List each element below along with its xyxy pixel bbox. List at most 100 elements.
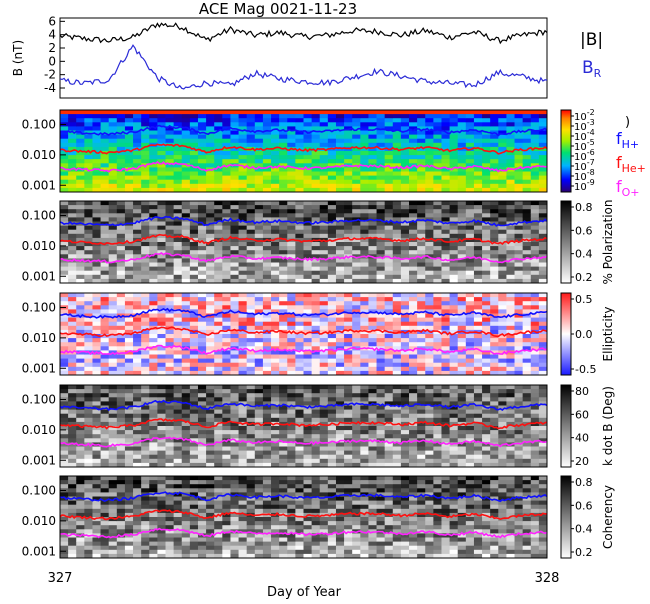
heatmap-cell xyxy=(76,410,85,415)
heatmap-cell xyxy=(117,118,126,123)
heatmap-cell xyxy=(328,363,337,368)
heatmap-cell xyxy=(425,230,434,235)
heatmap-cell xyxy=(506,263,515,268)
heatmap-cell xyxy=(255,297,264,302)
heatmap-cell xyxy=(531,406,540,411)
heatmap-cell xyxy=(417,451,426,456)
heatmap-cell xyxy=(304,159,313,164)
heatmap-cell xyxy=(133,159,142,164)
heatmap-cell xyxy=(101,267,110,272)
heatmap-cell xyxy=(523,355,532,360)
heatmap-cell xyxy=(539,205,548,210)
heatmap-cell xyxy=(304,226,313,231)
heatmap-cell xyxy=(385,230,394,235)
heatmap-cell xyxy=(149,263,158,268)
heatmap-cell xyxy=(117,217,126,222)
heatmap-cell xyxy=(401,139,410,144)
heatmap-cell xyxy=(466,242,475,247)
heatmap-cell xyxy=(287,363,296,368)
heatmap-cell xyxy=(271,359,280,364)
heatmap-cell xyxy=(263,209,272,214)
heatmap-cell xyxy=(60,546,69,551)
heatmap-cell xyxy=(92,275,101,280)
heatmap-cell xyxy=(441,393,450,398)
heatmap-cell xyxy=(523,293,532,298)
heatmap-cell xyxy=(214,242,223,247)
heatmap-cell xyxy=(368,230,377,235)
heatmap-cell xyxy=(368,442,377,447)
heatmap-cell xyxy=(312,172,321,177)
heatmap-cell xyxy=(312,434,321,439)
heatmap-cell xyxy=(182,318,191,323)
heatmap-cell xyxy=(490,226,499,231)
heatmap-cell xyxy=(417,222,426,227)
heatmap-cell xyxy=(149,455,158,460)
heatmap-cell xyxy=(198,110,207,115)
heatmap-cell xyxy=(474,326,483,331)
heatmap-cell xyxy=(360,393,369,398)
heatmap-cell xyxy=(60,110,69,115)
heatmap-cell xyxy=(458,213,467,218)
heatmap-cell xyxy=(125,410,134,415)
heatmap-cell xyxy=(515,205,524,210)
heatmap-cell xyxy=(360,451,369,456)
heatmap-cell xyxy=(182,122,191,127)
heatmap-cell xyxy=(141,447,150,452)
heatmap-cell xyxy=(141,155,150,160)
heatmap-cell xyxy=(433,301,442,306)
heatmap-cell xyxy=(157,367,166,372)
heatmap-cell xyxy=(498,434,507,439)
heatmap-cell xyxy=(474,110,483,115)
heatmap-cell xyxy=(166,393,175,398)
heatmap-cell xyxy=(360,275,369,280)
heatmap-cell xyxy=(133,359,142,364)
heatmap-cell xyxy=(263,301,272,306)
heatmap-cell xyxy=(133,226,142,231)
heatmap-cell xyxy=(101,250,110,255)
heatmap-cell xyxy=(247,213,256,218)
heatmap-cell xyxy=(230,275,239,280)
heatmap-cell xyxy=(133,267,142,272)
heatmap-cell xyxy=(523,459,532,464)
heatmap-cell xyxy=(312,118,321,123)
heatmap-cell xyxy=(352,263,361,268)
heatmap-cell xyxy=(490,205,499,210)
heatmap-cell xyxy=(68,143,77,148)
heatmap-cell xyxy=(523,322,532,327)
y-tick-label: 6 xyxy=(48,14,56,28)
heatmap-cell xyxy=(222,338,231,343)
heatmap-cell xyxy=(125,226,134,231)
heatmap-cell xyxy=(336,167,345,172)
heatmap-cell xyxy=(401,110,410,115)
heatmap-cell xyxy=(433,434,442,439)
heatmap-cell xyxy=(182,201,191,206)
heatmap-cell xyxy=(498,217,507,222)
heatmap-cell xyxy=(84,451,93,456)
heatmap-cell xyxy=(222,393,231,398)
heatmap-cell xyxy=(247,176,256,181)
heatmap-cell xyxy=(190,205,199,210)
heatmap-cell xyxy=(101,176,110,181)
heatmap-cell xyxy=(352,367,361,372)
heatmap-cell xyxy=(393,459,402,464)
heatmap-cell xyxy=(377,430,386,435)
heatmap-cell xyxy=(320,367,329,372)
heatmap-cell xyxy=(385,447,394,452)
heatmap-cell xyxy=(352,350,361,355)
heatmap-cell xyxy=(222,222,231,227)
heatmap-cell xyxy=(466,114,475,119)
heatmap-cell xyxy=(498,122,507,127)
heatmap-cell xyxy=(206,159,215,164)
heatmap-cell xyxy=(312,410,321,415)
heatmap-cell xyxy=(84,293,93,298)
heatmap-cell xyxy=(352,267,361,272)
heatmap-cell xyxy=(125,143,134,148)
heatmap-cell xyxy=(125,139,134,144)
heatmap-cell xyxy=(368,355,377,360)
heatmap-cell xyxy=(498,271,507,276)
colorbar-tick-exponent: -4 xyxy=(587,128,595,137)
heatmap-cell xyxy=(466,389,475,394)
heatmap-cell xyxy=(320,234,329,239)
heatmap-cell xyxy=(206,135,215,140)
heatmap-cell xyxy=(206,393,215,398)
